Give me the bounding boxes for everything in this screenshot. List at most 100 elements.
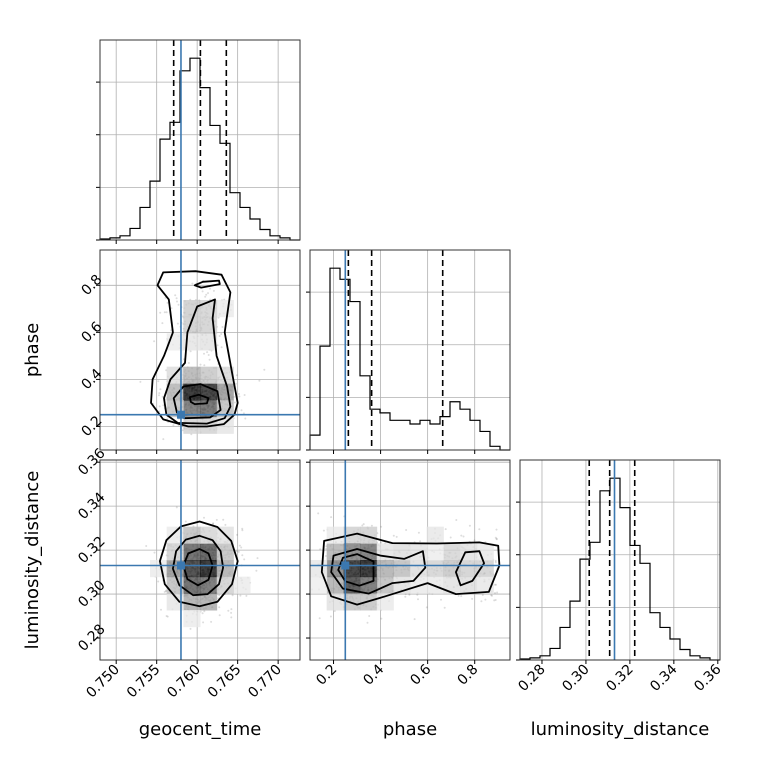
pair-panel-2-0 — [145, 506, 259, 630]
sample-point-1-0-833 — [242, 412, 245, 415]
sample-point-2-1-525 — [494, 559, 497, 562]
sample-point-1-0-150 — [263, 368, 266, 371]
sample-point-1-0-288 — [220, 333, 223, 335]
sample-point-1-0-323 — [207, 354, 210, 356]
density-cell-2-0-8-4 — [233, 576, 251, 594]
density-cell-2-1-0-5 — [310, 560, 328, 578]
sample-point-2-1-402 — [366, 621, 369, 624]
sample-point-1-0-406 — [208, 358, 211, 361]
sample-point-2-0-401 — [175, 506, 178, 509]
sample-point-1-0-673 — [176, 300, 178, 303]
sample-point-1-0-642 — [234, 382, 237, 385]
sample-point-2-1-191 — [462, 535, 465, 538]
sample-point-1-0-749 — [199, 363, 202, 366]
contour-2-1-3 — [454, 550, 486, 587]
xtick-label-1-2: 0.6 — [407, 661, 434, 688]
density-cell-1-0-6-6 — [200, 333, 218, 351]
sample-point-2-0-503 — [239, 594, 242, 597]
density-cell-2-1-7-7 — [426, 526, 444, 544]
xtick-label-2-1: 0.30 — [559, 662, 592, 695]
sample-point-2-0-866 — [203, 610, 206, 613]
sample-point-2-0-157 — [231, 594, 234, 597]
xtick-label-0-4: 0.770 — [245, 662, 285, 702]
ytick-label-1-0: 0.2 — [78, 413, 105, 440]
truth-marker-1-0 — [176, 410, 185, 419]
sample-point-1-0-33 — [220, 346, 223, 349]
sample-point-2-1-405 — [380, 525, 383, 528]
sample-point-2-1-577 — [478, 528, 481, 531]
xtick-label-2-3: 0.34 — [647, 661, 680, 694]
sample-point-1-0-318 — [189, 350, 192, 353]
sample-point-2-0-591 — [203, 516, 205, 519]
sample-point-1-0-217 — [221, 326, 224, 328]
contour-2-0-0 — [158, 520, 239, 608]
density-cell-2-1-2-3 — [343, 593, 361, 611]
xtick-label-2-2: 0.32 — [603, 662, 636, 695]
sample-point-2-1-808 — [495, 537, 498, 540]
sample-point-1-0-131 — [243, 394, 246, 396]
density-cell-2-1-5-5 — [393, 560, 411, 578]
density-cell-2-0-3-5 — [150, 560, 168, 578]
sample-point-2-1-862 — [417, 531, 420, 534]
density-cell-1-0-5-8 — [183, 300, 201, 318]
sample-point-1-0-409 — [244, 417, 247, 420]
sample-point-1-0-728 — [172, 424, 175, 427]
sample-point-2-1-609 — [457, 594, 460, 597]
sample-point-2-1-829 — [317, 512, 320, 515]
density-cell-2-0-5-2 — [183, 610, 201, 628]
sample-point-2-1-548 — [322, 529, 325, 532]
sample-point-2-0-543 — [245, 594, 248, 597]
ylabel-luminosity-distance: luminosity_distance — [22, 471, 43, 650]
sample-point-1-0-78 — [218, 335, 221, 337]
sample-point-2-1-770 — [417, 598, 419, 601]
sample-point-1-0-543 — [153, 340, 156, 343]
density-cell-1-0-5-1 — [183, 416, 201, 434]
sample-point-2-0-892 — [212, 522, 215, 525]
sample-point-2-1-8 — [473, 539, 476, 542]
panel-frame-0-0 — [99, 39, 301, 241]
sample-point-2-1-552 — [481, 594, 484, 596]
density-cell-2-0-6-3 — [200, 593, 218, 611]
sample-point-2-0-26 — [255, 569, 258, 572]
sample-point-2-0-581 — [210, 620, 213, 623]
pair-panel-1-0 — [139, 270, 266, 441]
sample-point-1-0-164 — [158, 405, 161, 408]
sample-point-2-1-641 — [484, 598, 487, 601]
contour-2-1-1 — [330, 548, 427, 595]
sample-point-2-1-562 — [490, 594, 493, 597]
sample-point-1-0-339 — [181, 429, 184, 432]
density-cell-2-0-7-5 — [216, 560, 234, 578]
sample-point-2-1-245 — [460, 595, 463, 598]
sample-point-2-0-303 — [230, 611, 233, 614]
sample-point-2-1-412 — [319, 548, 322, 551]
sample-point-2-1-822 — [495, 528, 498, 531]
ylabel-phase: phase — [22, 323, 43, 377]
density-cell-2-1-6-5 — [410, 560, 428, 578]
sample-point-2-1-434 — [370, 524, 373, 527]
density-cell-2-0-5-3 — [183, 593, 201, 611]
sample-point-2-0-99 — [166, 615, 169, 618]
sample-point-1-0-402 — [170, 307, 173, 310]
sample-point-1-0-134 — [139, 380, 142, 383]
sample-point-1-0-679 — [158, 392, 161, 395]
density-cell-2-1-5-6 — [393, 543, 411, 561]
panel-frame-1-0 — [99, 249, 301, 451]
sample-point-2-1-3 — [468, 524, 471, 527]
xtick-label-2-0: 0.28 — [515, 662, 548, 695]
sample-point-2-0-173 — [218, 614, 221, 617]
density-cell-2-0-4-3 — [166, 593, 184, 611]
sample-point-2-0-897 — [240, 546, 243, 549]
sample-point-1-0-577 — [238, 395, 241, 398]
sample-point-1-0-516 — [205, 293, 208, 296]
truth-marker-2-1 — [341, 561, 350, 570]
ytick-label-1-2: 0.6 — [78, 319, 105, 346]
sample-point-2-0-466 — [241, 527, 244, 530]
density-cell-2-1-7-5 — [426, 560, 444, 578]
xtick-label-1-1: 0.4 — [360, 661, 387, 688]
density-cell-2-1-10-5 — [476, 560, 494, 578]
sample-point-2-1-807 — [330, 516, 333, 519]
panel-frame-2-0 — [99, 459, 301, 661]
sample-point-1-0-41 — [163, 311, 166, 314]
sample-point-2-0-568 — [241, 554, 244, 557]
sample-point-1-0-626 — [191, 282, 194, 285]
